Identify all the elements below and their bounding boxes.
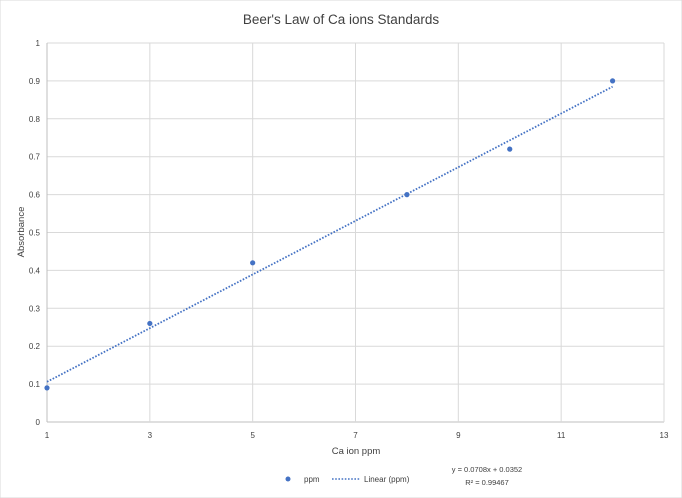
x-tick-label: 9 — [456, 431, 461, 440]
chart-title: Beer's Law of Ca ions Standards — [243, 12, 439, 27]
y-tick-label: 0.7 — [29, 153, 41, 162]
linear-trendline — [46, 85, 613, 383]
data-point — [44, 385, 50, 391]
y-tick-label: 0.2 — [29, 342, 41, 351]
legend-label-ppm: ppm — [304, 475, 320, 484]
grid-lines — [46, 42, 665, 423]
x-tick-label: 7 — [353, 431, 358, 440]
x-axis-title: Ca ion ppm — [332, 446, 381, 457]
y-tick-label: 0 — [36, 418, 41, 427]
x-tick-label: 11 — [557, 431, 566, 440]
data-point — [609, 78, 616, 84]
data-points — [44, 78, 616, 391]
trendline-equation: y = 0.0708x + 0.0352 — [452, 465, 522, 474]
y-tick-label: 0.6 — [29, 191, 41, 200]
x-tick-label: 3 — [148, 431, 153, 440]
legend-label-linear: Linear (ppm) — [364, 475, 410, 484]
x-tick-label: 5 — [250, 431, 255, 440]
y-tick-label: 0.5 — [29, 229, 41, 238]
data-point — [404, 192, 410, 198]
y-tick-label: 0.8 — [29, 115, 41, 124]
data-point — [147, 320, 153, 327]
legend: ppm Linear (ppm) — [285, 475, 410, 484]
x-tick-label: 1 — [45, 431, 50, 440]
y-tick-label: 0.1 — [29, 380, 41, 389]
y-tick-label: 1 — [36, 39, 41, 48]
tick-labels: 00.10.20.30.40.50.60.70.80.911 3 5 7 9 11 13 — [29, 39, 669, 440]
x-tick-label: 13 — [660, 431, 669, 440]
data-point — [250, 260, 256, 266]
y-axis-title: Absorbance — [16, 207, 27, 258]
y-tick-label: 0.3 — [29, 304, 41, 313]
legend-marker-ppm — [285, 476, 291, 482]
trendline-layer — [46, 85, 613, 383]
y-tick-label: 0.9 — [29, 77, 41, 86]
y-tick-label: 0.4 — [29, 266, 41, 275]
trendline-r-squared: R² = 0.99467 — [465, 478, 509, 487]
data-point — [507, 146, 513, 152]
